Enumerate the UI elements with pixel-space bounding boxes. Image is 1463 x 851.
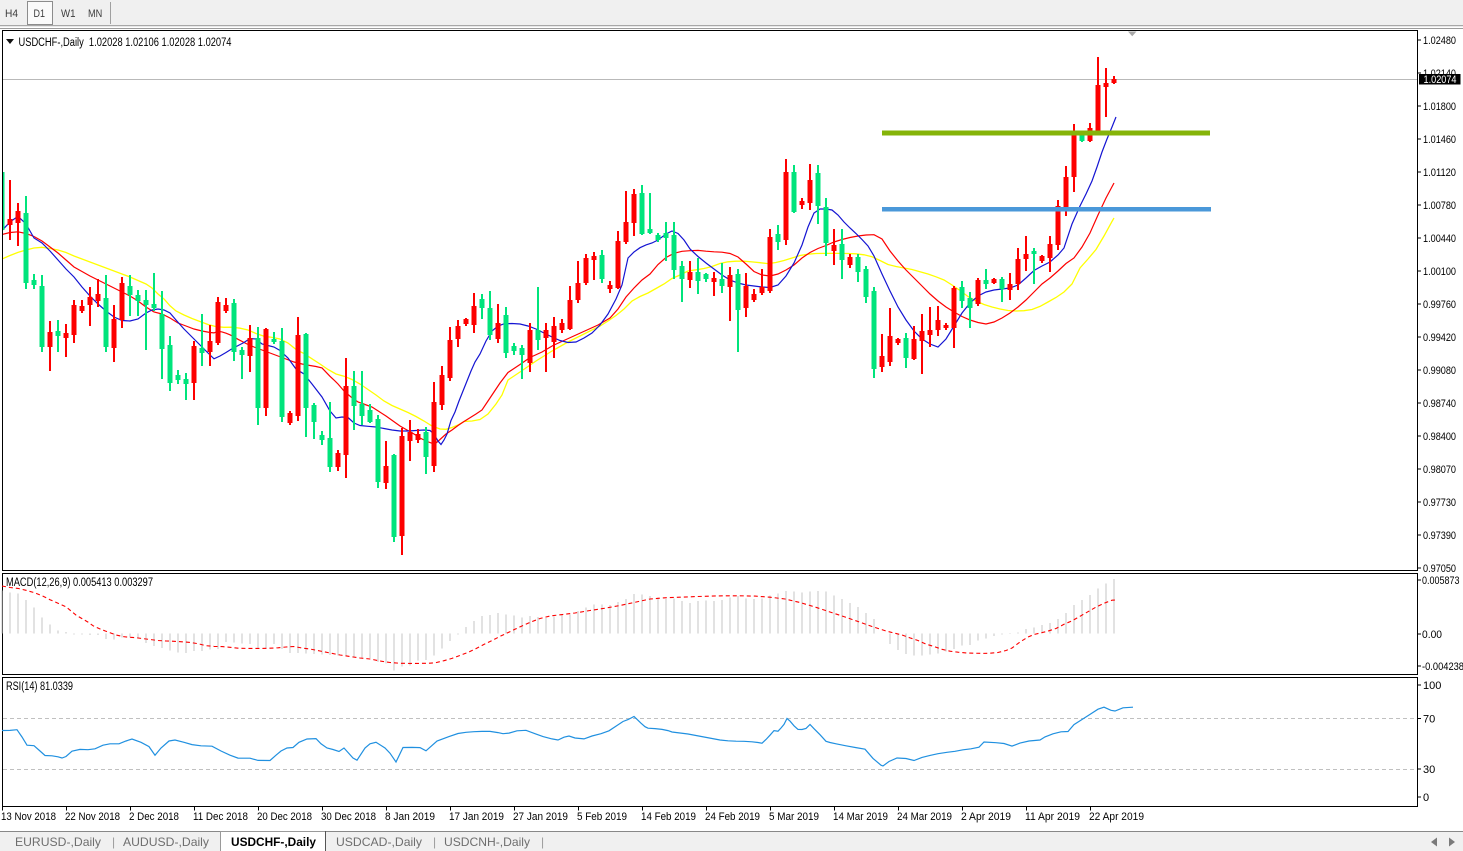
svg-text:MACD(12,26,9) 0.005413 0.00329: MACD(12,26,9) 0.005413 0.003297 (6, 577, 153, 589)
svg-text:8 Jan 2019: 8 Jan 2019 (385, 811, 435, 823)
svg-text:14 Mar 2019: 14 Mar 2019 (833, 811, 888, 823)
svg-text:H4: H4 (5, 8, 18, 20)
svg-text:14 Feb 2019: 14 Feb 2019 (641, 811, 696, 823)
svg-text:|: | (541, 835, 544, 849)
svg-text:0.98740: 0.98740 (1423, 398, 1456, 410)
svg-text:24 Mar 2019: 24 Mar 2019 (897, 811, 952, 823)
svg-text:0.99080: 0.99080 (1423, 365, 1456, 377)
svg-text:|: | (112, 835, 115, 849)
svg-text:1.02480: 1.02480 (1423, 35, 1456, 47)
svg-text:1.01120: 1.01120 (1423, 167, 1456, 179)
svg-text:0.005873: 0.005873 (1422, 575, 1460, 587)
svg-text:22 Apr 2019: 22 Apr 2019 (1089, 811, 1144, 823)
svg-text:USDCNH-,Daily: USDCNH-,Daily (444, 835, 530, 849)
svg-text:20 Dec 2018: 20 Dec 2018 (257, 811, 312, 823)
svg-text:30: 30 (1423, 764, 1435, 776)
svg-text:1.02074: 1.02074 (1424, 74, 1457, 86)
svg-text:MN: MN (88, 8, 102, 20)
svg-text:0.97050: 0.97050 (1423, 563, 1456, 575)
svg-text:USDCHF-,Daily 1.02028 1.02106: USDCHF-,Daily 1.02028 1.02106 1.02028 1.… (19, 37, 232, 49)
svg-text:USDCHF-,Daily: USDCHF-,Daily (231, 835, 316, 849)
svg-text:100: 100 (1423, 680, 1441, 692)
svg-text:0.99420: 0.99420 (1423, 332, 1456, 344)
svg-text:13 Nov 2018: 13 Nov 2018 (1, 811, 56, 823)
svg-text:27 Jan 2019: 27 Jan 2019 (513, 811, 568, 823)
svg-text:1.00100: 1.00100 (1423, 266, 1456, 278)
svg-text:0.98070: 0.98070 (1423, 464, 1456, 476)
svg-text:11 Dec 2018: 11 Dec 2018 (193, 811, 248, 823)
svg-text:0.98400: 0.98400 (1423, 431, 1456, 443)
svg-text:RSI(14) 81.0339: RSI(14) 81.0339 (6, 681, 73, 693)
svg-text:|: | (433, 835, 436, 849)
svg-text:5 Feb 2019: 5 Feb 2019 (577, 811, 627, 823)
svg-text:EURUSD-,Daily: EURUSD-,Daily (15, 835, 101, 849)
svg-text:5 Mar 2019: 5 Mar 2019 (769, 811, 819, 823)
svg-text:0.99760: 0.99760 (1423, 299, 1456, 311)
svg-text:-0.004238: -0.004238 (1422, 661, 1463, 673)
svg-text:2 Dec 2018: 2 Dec 2018 (129, 811, 179, 823)
svg-text:0: 0 (1423, 792, 1429, 804)
svg-text:1.01460: 1.01460 (1423, 134, 1456, 146)
svg-text:0.97390: 0.97390 (1423, 530, 1456, 542)
svg-text:70: 70 (1423, 714, 1435, 726)
svg-text:22 Nov 2018: 22 Nov 2018 (65, 811, 120, 823)
svg-text:24 Feb 2019: 24 Feb 2019 (705, 811, 760, 823)
svg-text:AUDUSD-,Daily: AUDUSD-,Daily (123, 835, 209, 849)
svg-text:1.00780: 1.00780 (1423, 200, 1456, 212)
svg-text:0.97730: 0.97730 (1423, 497, 1456, 509)
svg-text:17 Jan 2019: 17 Jan 2019 (449, 811, 504, 823)
svg-text:1.01800: 1.01800 (1423, 101, 1456, 113)
svg-text:W1: W1 (61, 8, 76, 20)
svg-text:0.00: 0.00 (1422, 629, 1442, 641)
svg-text:D1: D1 (34, 8, 46, 20)
svg-text:USDCAD-,Daily: USDCAD-,Daily (336, 835, 422, 849)
svg-text:11 Apr 2019: 11 Apr 2019 (1025, 811, 1080, 823)
svg-text:2 Apr 2019: 2 Apr 2019 (961, 811, 1011, 823)
svg-text:30 Dec 2018: 30 Dec 2018 (321, 811, 376, 823)
svg-text:1.00440: 1.00440 (1423, 233, 1456, 245)
